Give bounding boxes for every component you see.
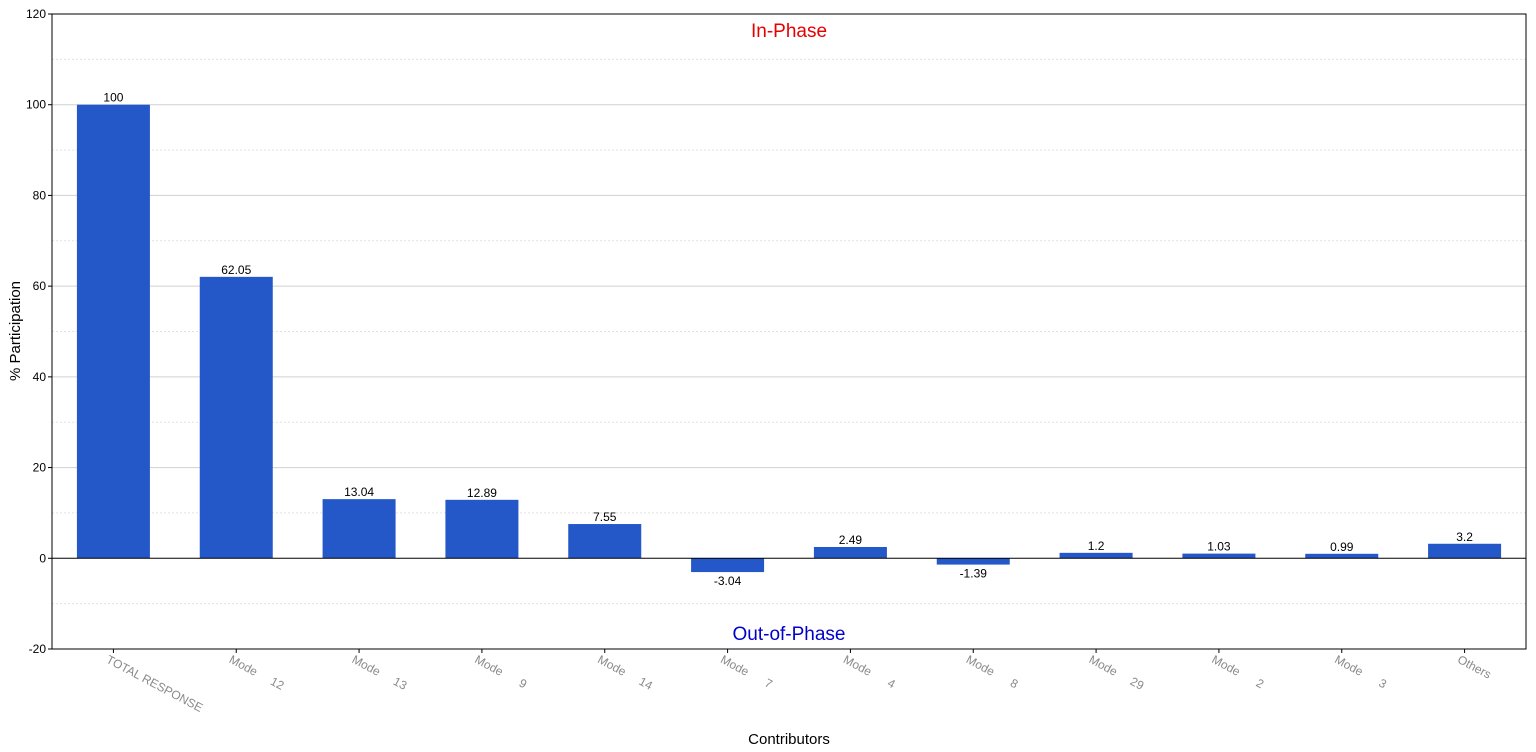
bar — [1182, 553, 1256, 559]
plot-frame — [51, 13, 1527, 650]
y-axis-ticks: -20 0 20 40 60 80 100 120 — [26, 7, 52, 656]
data-label: 7.55 — [593, 510, 617, 524]
grid-lines — [52, 58, 1526, 605]
x-tick-label: Mode 13 — [350, 652, 410, 693]
data-label: -1.39 — [960, 567, 988, 581]
x-axis-title: Contributors — [748, 731, 830, 748]
data-label: -3.04 — [714, 574, 742, 588]
bar-group — [76, 104, 1502, 573]
y-tick-label: 0 — [39, 551, 46, 565]
bar — [936, 558, 1010, 565]
data-labels: 100 62.05 13.04 12.89 7.55 -3.04 2.49 -1.39 1.2 1… — [103, 91, 1473, 588]
bar — [322, 499, 396, 559]
x-tick-label: Mode 2 — [1210, 652, 1267, 691]
x-axis-ticks: TOTAL RESPONSE Mode 12 Mode 13 Mode 9 Mode 1… — [104, 649, 1494, 715]
bar — [568, 524, 642, 559]
in-phase-annotation: In-Phase — [751, 21, 827, 42]
y-axis-title: % Participation — [7, 281, 24, 381]
y-tick-label: 40 — [33, 370, 47, 384]
y-tick-label: 100 — [26, 98, 46, 112]
x-tick-label: TOTAL RESPONSE — [104, 652, 205, 715]
y-tick-label: 60 — [33, 279, 47, 293]
data-label: 100 — [103, 91, 123, 105]
bar — [813, 546, 887, 559]
data-label: 12.89 — [467, 486, 497, 500]
data-label: 2.49 — [839, 533, 863, 547]
x-tick-label: Others — [1455, 652, 1493, 681]
data-label: 62.05 — [221, 263, 251, 277]
x-tick-label: Mode 29 — [1087, 652, 1147, 693]
y-tick-label: -20 — [29, 642, 47, 656]
x-tick-label: Mode 12 — [227, 652, 287, 693]
x-tick-label: Mode 14 — [595, 652, 655, 693]
bar — [1059, 552, 1133, 559]
y-tick-label: 120 — [26, 7, 46, 21]
data-label: 0.99 — [1330, 540, 1354, 554]
data-label: 1.03 — [1207, 540, 1231, 554]
x-tick-label: Mode 3 — [1332, 652, 1389, 691]
bar — [691, 558, 765, 573]
data-label: 13.04 — [344, 485, 374, 499]
x-tick-label: Mode 7 — [718, 652, 775, 691]
x-tick-label: Mode 9 — [473, 652, 530, 691]
y-tick-label: 20 — [33, 461, 47, 475]
data-label: 1.2 — [1088, 539, 1105, 553]
y-tick-label: 80 — [33, 188, 47, 202]
out-of-phase-annotation: Out-of-Phase — [733, 624, 846, 645]
bar — [1428, 543, 1502, 559]
bar — [199, 276, 273, 559]
bar — [1305, 553, 1379, 559]
bar — [445, 499, 519, 559]
bar — [76, 104, 150, 559]
data-label: 3.2 — [1456, 530, 1473, 544]
x-tick-label: Mode 8 — [964, 652, 1021, 691]
x-tick-label: Mode 4 — [841, 652, 898, 691]
